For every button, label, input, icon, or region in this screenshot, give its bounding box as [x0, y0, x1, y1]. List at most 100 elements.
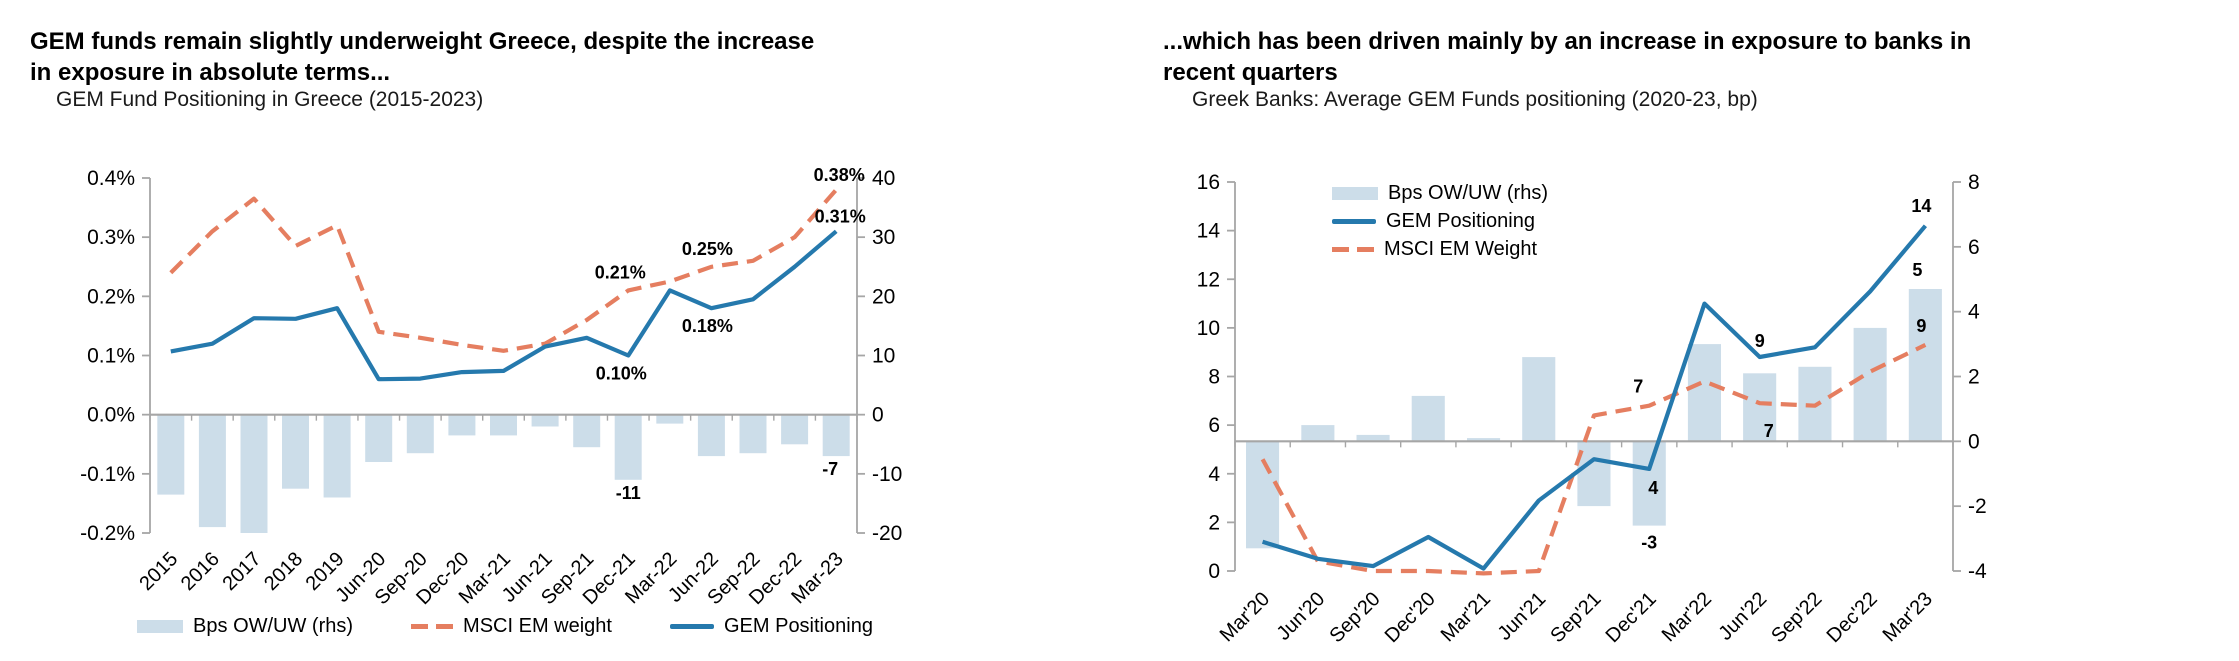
bar — [1467, 438, 1501, 442]
bar — [448, 414, 476, 436]
axis-tick-label: -0.1% — [80, 463, 135, 486]
data-label: 14 — [1911, 196, 1931, 216]
data-label: 0.25% — [682, 239, 733, 259]
bar — [1411, 395, 1445, 442]
bar — [573, 414, 601, 448]
axis-tick-label: 0.0% — [87, 404, 135, 427]
bar — [1908, 289, 1942, 442]
axis-tick-label: 0 — [1968, 430, 1980, 453]
dashed-line-swatch-icon — [411, 624, 454, 629]
legend-item: Bps OW/UW (rhs) — [137, 615, 353, 638]
gem-greece-positioning-chart: 0.4% 0.3% 0.2% 0.1% 0.0% -0.1% -0.2% 40 30 20 10 0 -… — [80, 165, 902, 609]
legend-label: Bps OW/UW (rhs) — [193, 615, 354, 637]
category-label: Sep'22 — [1767, 588, 1826, 647]
legend-label: MSCI EM weight — [463, 615, 612, 637]
category-label: Sep'21 — [1546, 588, 1605, 647]
bar — [1743, 373, 1777, 442]
bar-swatch-icon — [1332, 187, 1378, 200]
axis-tick-label: -20 — [872, 522, 902, 545]
left-chart-legend: Bps OW/UW (rhs) MSCI EM weight GEM Positio… — [137, 615, 873, 638]
category-label: Dec'22 — [1823, 588, 1882, 647]
bar — [1687, 344, 1721, 442]
category-label: Dec'21 — [1602, 588, 1661, 647]
data-label: 0.38% — [814, 165, 865, 185]
gem-positioning-line — [1261, 224, 1928, 571]
greek-banks-positioning-chart: 161412108642086420-2-474-3971459Mar'20Ju… — [1197, 171, 1987, 647]
axis-tick-label: 10 — [1197, 317, 1220, 340]
axis-tick-label: 14 — [1197, 220, 1221, 243]
msci-weight-line — [1260, 343, 1927, 576]
right-chart-legend: Bps OW/UW (rhs) GEM Positioning MSCI EM We… — [1332, 182, 1548, 261]
bar — [614, 414, 642, 480]
bar — [157, 414, 185, 495]
legend-item: MSCI EM weight — [411, 615, 612, 638]
data-label: 0.10% — [596, 364, 647, 384]
bar — [406, 414, 434, 454]
legend-item: MSCI EM Weight — [1332, 238, 1537, 261]
line-swatch-icon — [1332, 219, 1376, 224]
category-label: Mar'21 — [1437, 588, 1495, 646]
data-label: 9 — [1755, 331, 1765, 351]
bar — [1301, 425, 1335, 442]
category-label: 2015 — [135, 548, 182, 595]
axis-tick-label: -4 — [1968, 560, 1987, 583]
bar — [282, 414, 309, 489]
bar-swatch-icon — [137, 620, 184, 633]
dashed-line-swatch-icon — [1332, 247, 1374, 252]
legend-item: Bps OW/UW (rhs) — [1332, 182, 1548, 205]
axis-tick-label: 0 — [1208, 560, 1220, 583]
axis-tick-label: 6 — [1208, 414, 1220, 437]
legend-label: GEM Positioning — [1386, 210, 1535, 232]
right-chart-subtitle: Greek Banks: Average GEM Funds positioni… — [1192, 88, 1758, 111]
data-label: 7 — [1764, 421, 1774, 441]
data-label: 9 — [1916, 316, 1926, 336]
bar — [490, 414, 517, 436]
legend-label: Bps OW/UW (rhs) — [1388, 182, 1548, 204]
bar — [739, 414, 767, 454]
data-label: 0.31% — [815, 206, 866, 226]
bar — [240, 414, 268, 533]
bar — [531, 414, 559, 427]
bar — [1356, 434, 1390, 442]
bar — [656, 414, 684, 424]
category-label: Jun'20 — [1273, 588, 1330, 645]
bar — [365, 414, 393, 462]
category-label: 2016 — [177, 548, 224, 595]
bar — [1522, 357, 1556, 442]
axis-tick-label: 0.3% — [87, 226, 135, 249]
bar — [198, 414, 226, 528]
data-label: 0.18% — [682, 316, 733, 336]
bar — [697, 414, 725, 457]
left-chart-headline: GEM funds remain slightly underweight Gr… — [30, 28, 815, 87]
axis-tick-label: -10 — [872, 463, 902, 486]
category-label: Jun'21 — [1494, 588, 1551, 645]
bar — [1853, 327, 1887, 442]
bar — [323, 414, 351, 498]
category-label: Mar'20 — [1216, 588, 1274, 646]
axis-tick-label: 16 — [1197, 171, 1220, 194]
data-label: -3 — [1641, 533, 1657, 553]
axis-tick-label: 0.1% — [87, 345, 135, 368]
bar — [822, 414, 850, 457]
axis-tick-label: 2 — [1968, 366, 1980, 389]
axis-tick-label: 2 — [1208, 511, 1220, 534]
data-label: 7 — [1633, 377, 1643, 397]
right-chart-headline: ...which has been driven mainly by an in… — [1163, 28, 1972, 87]
axis-tick-label: 0 — [872, 404, 884, 427]
bar — [781, 414, 809, 445]
left-chart-subtitle: GEM Fund Positioning in Greece (2015-202… — [56, 88, 484, 111]
axis-tick-label: -0.2% — [80, 522, 135, 545]
axis-tick-label: 4 — [1968, 301, 1980, 324]
data-label: 0.21% — [595, 262, 646, 282]
line-swatch-icon — [669, 624, 714, 629]
bar — [1632, 441, 1666, 526]
axis-tick-label: 0.4% — [87, 167, 135, 190]
category-label: Mar'22 — [1658, 588, 1716, 646]
category-label: Mar'23 — [1879, 588, 1937, 646]
axis-tick-label: 40 — [872, 167, 895, 190]
legend-item: GEM Positioning — [669, 615, 873, 638]
category-label: Jun'22 — [1714, 588, 1771, 645]
axis-tick-label: 8 — [1968, 171, 1980, 194]
data-label: -7 — [822, 459, 838, 479]
